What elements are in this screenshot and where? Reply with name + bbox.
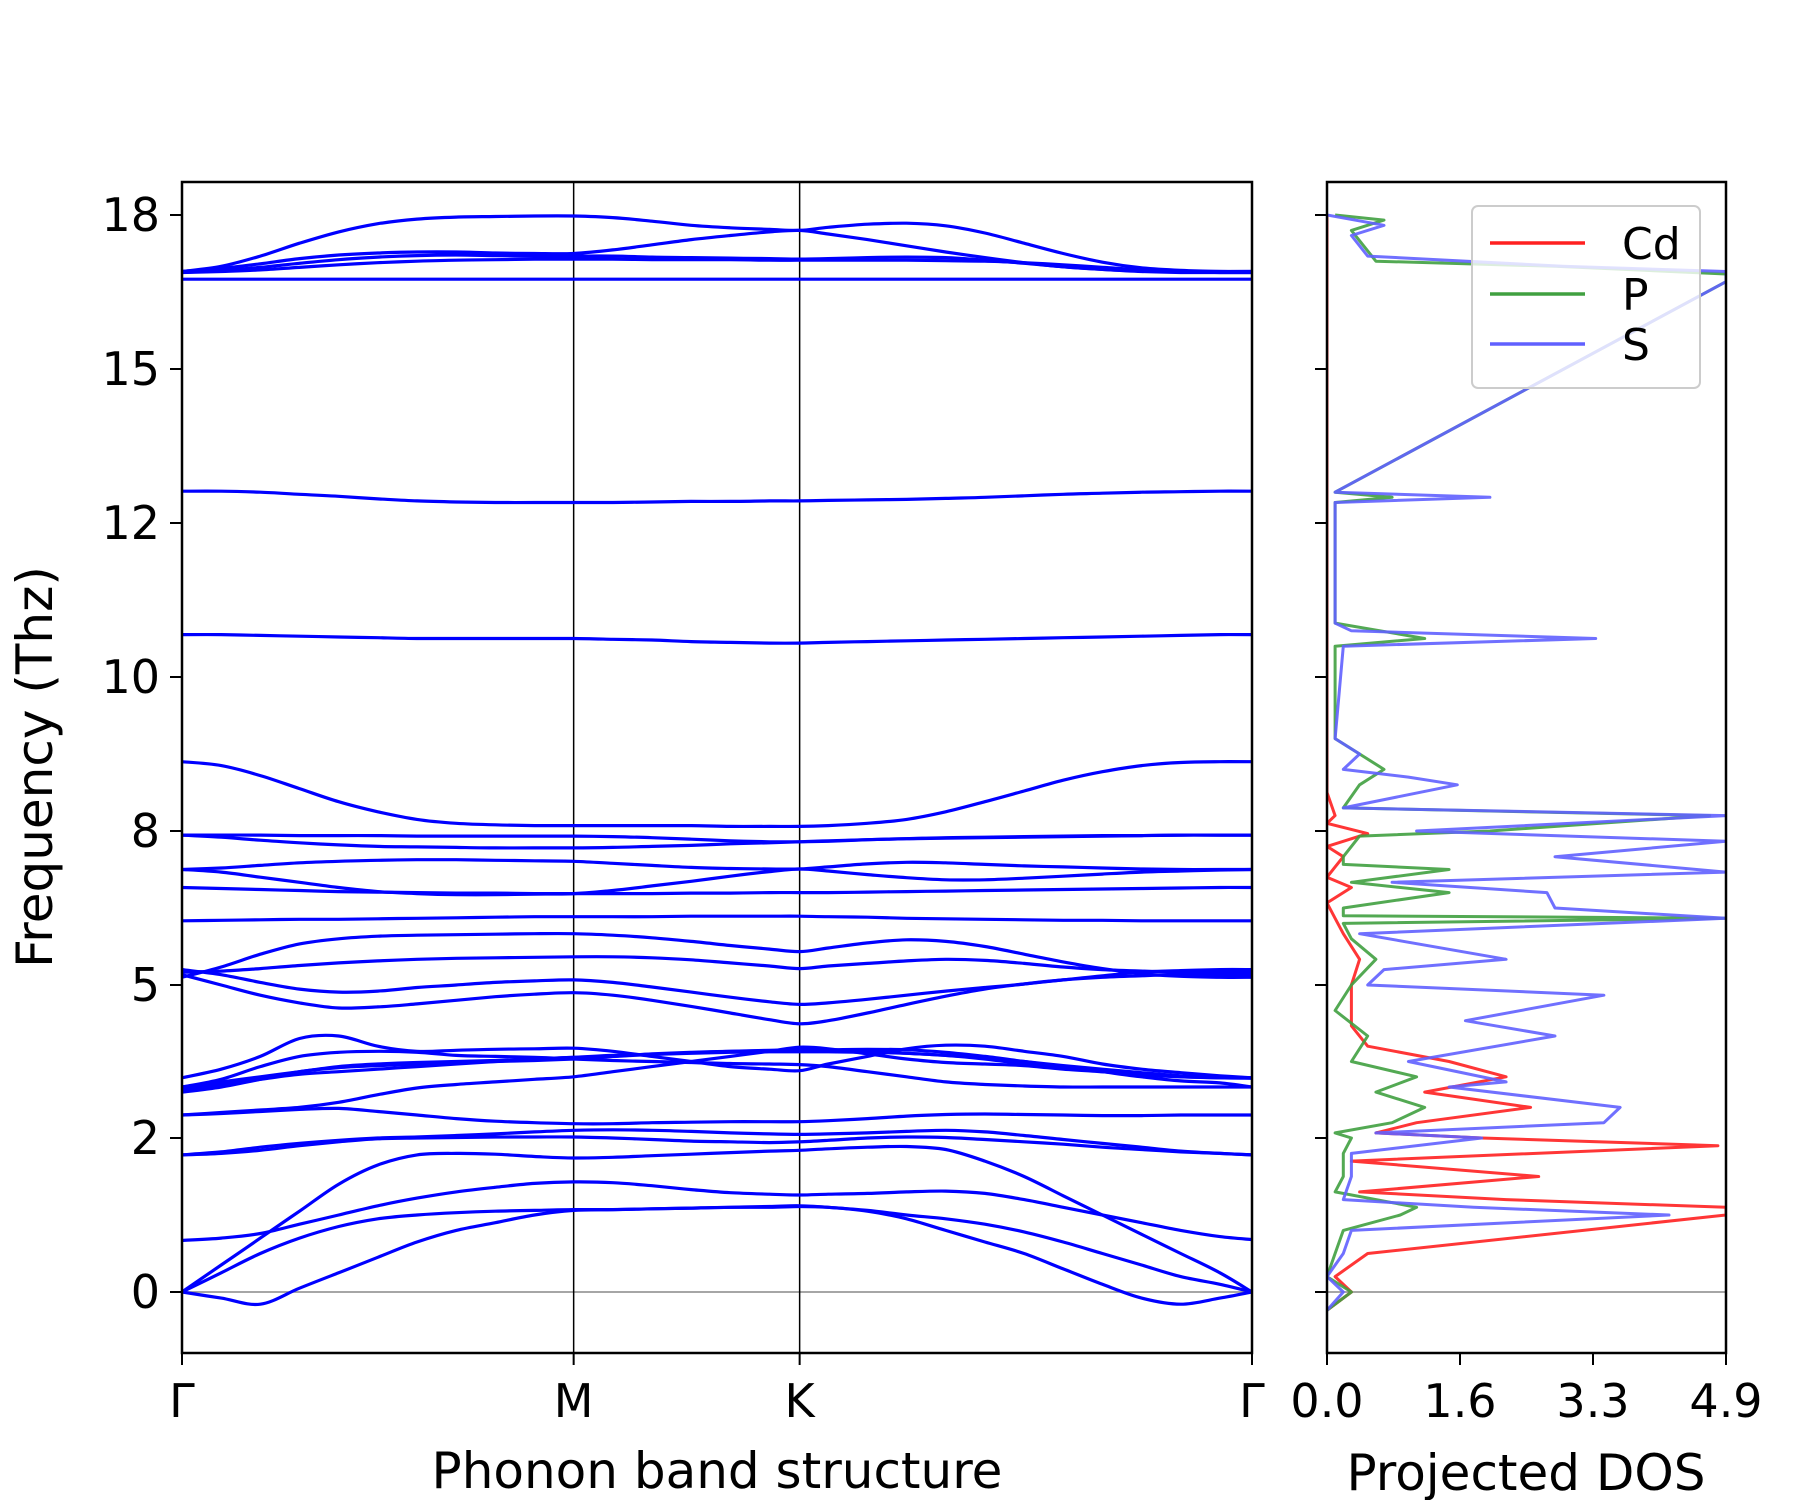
y-tick-label: 10 bbox=[101, 650, 160, 704]
y-tick-label: 0 bbox=[131, 1265, 160, 1319]
y-tick-label: 15 bbox=[101, 342, 160, 396]
x-tick-label: Γ bbox=[1239, 1374, 1265, 1428]
dos-x-axis-title: Projected DOS bbox=[1346, 1444, 1705, 1500]
x-tick-label: Γ bbox=[169, 1374, 195, 1428]
band-x-axis-title: Phonon band structure bbox=[432, 1442, 1003, 1500]
dos-x-tick-label: 3.3 bbox=[1556, 1374, 1629, 1428]
legend-label-s: S bbox=[1622, 320, 1650, 371]
x-tick-label: M bbox=[554, 1374, 594, 1428]
dos-legend: Cd P S bbox=[1472, 206, 1700, 388]
dos-x-tick-label: 1.6 bbox=[1423, 1374, 1496, 1428]
y-tick-label: 12 bbox=[101, 496, 160, 550]
x-tick-label: K bbox=[785, 1374, 817, 1428]
y-tick-label: 18 bbox=[101, 188, 160, 242]
y-tick-label: 8 bbox=[131, 804, 160, 858]
band-y-axis-title: Frequency (Thz) bbox=[6, 566, 64, 968]
dos-x-tick-label: 0.0 bbox=[1290, 1374, 1363, 1428]
y-tick-label: 5 bbox=[131, 958, 160, 1012]
dos-x-tick-label: 4.9 bbox=[1689, 1374, 1762, 1428]
y-tick-label: 2 bbox=[131, 1111, 160, 1165]
legend-label-p: P bbox=[1622, 270, 1649, 321]
legend-label-cd: Cd bbox=[1622, 219, 1681, 270]
